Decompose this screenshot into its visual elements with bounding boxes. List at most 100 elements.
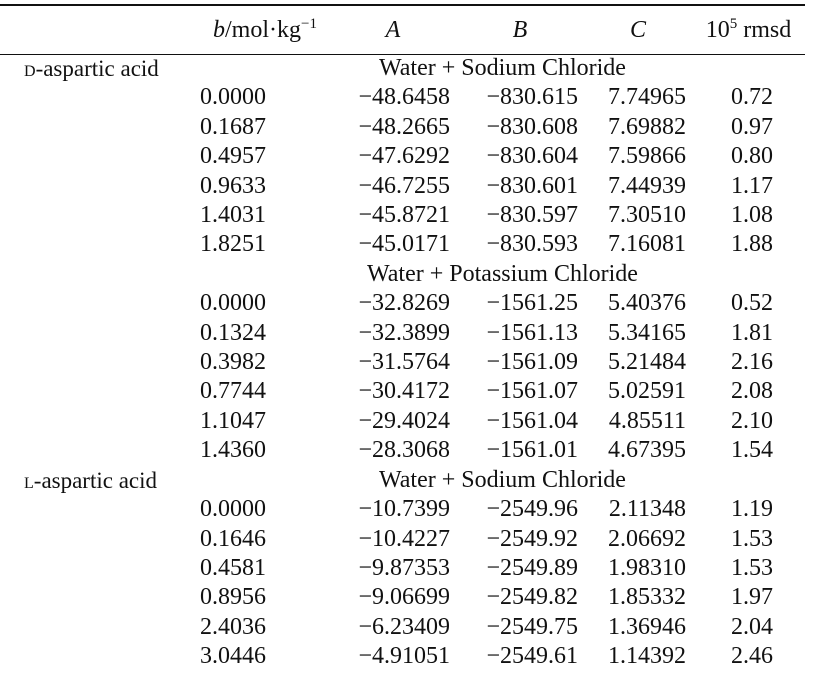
table-row: 1.8251 −45.0171 −830.593 7.16081 1.88	[0, 230, 805, 259]
coeff-b-cell: −1561.09	[486, 349, 578, 376]
top-rule	[0, 4, 805, 6]
coeff-b-cell: −2549.82	[486, 584, 578, 611]
empty-cell	[0, 642, 200, 671]
coeff-a-cell: −6.23409	[358, 613, 450, 640]
coeff-b-cell: −2549.61	[486, 643, 578, 670]
header-rule	[0, 54, 805, 55]
header-b-coeff: B	[512, 17, 528, 43]
table-row: 0.8956 −9.06699 −2549.82 1.85332 1.97	[0, 583, 805, 612]
coeff-a-cell: −32.8269	[358, 290, 450, 317]
system-label: Water + Potassium Chloride	[367, 260, 638, 287]
rmsd-cell: 2.08	[731, 378, 773, 405]
table-row: 0.3982 −31.5764 −1561.09 5.21484 2.16	[0, 348, 805, 377]
coeff-a-cell: −10.7399	[358, 496, 450, 523]
coeff-a-cell: −48.2665	[358, 113, 450, 140]
empty-cell	[0, 113, 200, 142]
rmsd-cell: 1.53	[731, 525, 773, 552]
molality-cell: 1.8251	[200, 231, 266, 258]
empty-cell	[0, 83, 200, 112]
empty-cell	[0, 407, 200, 436]
coeff-b-cell: −1561.01	[486, 437, 578, 464]
header-row: b/mol·kg−1 A B C 105 rmsd	[0, 6, 805, 54]
table-row: 0.4581 −9.87353 −2549.89 1.98310 1.53	[0, 554, 805, 583]
empty-cell	[0, 583, 200, 612]
rmsd-cell: 2.04	[731, 613, 773, 640]
empty-cell	[0, 348, 200, 377]
coeff-c-cell: 7.74965	[608, 84, 686, 111]
empty-cell	[0, 230, 200, 259]
rmsd-cell: 1.88	[731, 231, 773, 258]
table-row: 0.1646 −10.4227 −2549.92 2.06692 1.53	[0, 525, 805, 554]
coeff-b-cell: −2549.92	[486, 525, 578, 552]
rmsd-cell: 0.97	[731, 113, 773, 140]
coeff-c-cell: 1.36946	[608, 613, 686, 640]
system-label: Water + Sodium Chloride	[379, 466, 626, 493]
coeff-c-cell: 7.44939	[608, 172, 686, 199]
coeff-a-cell: −48.6458	[358, 84, 450, 111]
coeff-c-cell: 5.21484	[608, 349, 686, 376]
compound-label: l-aspartic acid	[0, 466, 200, 495]
rmsd-cell: 1.81	[731, 319, 773, 346]
rmsd-cell: 2.46	[731, 643, 773, 670]
rmsd-cell: 0.72	[731, 84, 773, 111]
compound-label: d-aspartic acid	[0, 54, 200, 83]
coeff-a-cell: −31.5764	[358, 349, 450, 376]
molality-cell: 0.4581	[200, 554, 266, 581]
coeff-b-cell: −2549.89	[486, 554, 578, 581]
empty-cell	[0, 142, 200, 171]
rmsd-cell: 2.10	[731, 407, 773, 434]
table-row: 0.4957 −47.6292 −830.604 7.59866 0.80	[0, 142, 805, 171]
coeff-c-cell: 1.98310	[608, 554, 686, 581]
coeff-b-cell: −1561.07	[486, 378, 578, 405]
table-row: 1.1047 −29.4024 −1561.04 4.85511 2.10	[0, 407, 805, 436]
coeff-c-cell: 2.06692	[608, 525, 686, 552]
coeff-c-cell: 5.34165	[608, 319, 686, 346]
empty-cell	[0, 289, 200, 318]
coeff-a-cell: −4.91051	[358, 643, 450, 670]
rmsd-cell: 2.16	[731, 349, 773, 376]
coeff-b-cell: −830.597	[486, 202, 578, 229]
molality-cell: 1.4360	[200, 437, 266, 464]
coeff-c-cell: 2.11348	[608, 496, 686, 523]
coeff-c-cell: 5.02591	[608, 378, 686, 405]
molality-cell: 1.1047	[200, 407, 266, 434]
molality-cell: 0.9633	[200, 172, 266, 199]
coeff-a-cell: −28.3068	[358, 437, 450, 464]
coeff-c-cell: 1.85332	[608, 584, 686, 611]
coeff-a-cell: −30.4172	[358, 378, 450, 405]
coeff-b-cell: −1561.25	[486, 290, 578, 317]
coeff-c-cell: 7.69882	[608, 113, 686, 140]
coeff-a-cell: −29.4024	[358, 407, 450, 434]
molality-cell: 0.0000	[200, 290, 266, 317]
empty-cell	[0, 495, 200, 524]
empty-cell	[0, 319, 200, 348]
coeff-a-cell: −46.7255	[358, 172, 450, 199]
compound-prefix: l	[24, 467, 34, 493]
table-body: d-aspartic acid Water + Sodium Chloride 0.…	[0, 54, 805, 672]
coeff-c-cell: 1.14392	[608, 643, 686, 670]
header-b: b/mol·kg−1	[213, 16, 317, 44]
table-row: 1.4031 −45.8721 −830.597 7.30510 1.08	[0, 201, 805, 230]
coeff-b-cell: −1561.13	[486, 319, 578, 346]
empty-cell	[0, 436, 200, 465]
molality-cell: 0.1324	[200, 319, 266, 346]
rmsd-cell: 1.19	[731, 496, 773, 523]
empty-cell	[0, 554, 200, 583]
molality-cell: 0.7744	[200, 378, 266, 405]
molality-cell: 0.8956	[200, 584, 266, 611]
coeff-c-cell: 4.85511	[608, 407, 686, 434]
table-row: 0.0000 −10.7399 −2549.96 2.11348 1.19	[0, 495, 805, 524]
header-compound	[0, 6, 200, 54]
coeff-a-cell: −32.3899	[358, 319, 450, 346]
coeff-b-cell: −2549.96	[486, 496, 578, 523]
molality-cell: 2.4036	[200, 613, 266, 640]
rmsd-cell: 1.17	[731, 172, 773, 199]
coeff-c-cell: 4.67395	[608, 437, 686, 464]
empty-cell	[0, 613, 200, 642]
rmsd-cell: 0.52	[731, 290, 773, 317]
coeff-c-cell: 7.16081	[608, 231, 686, 258]
molality-cell: 0.0000	[200, 84, 266, 111]
system-label: Water + Sodium Chloride	[379, 55, 626, 81]
compound-cell-empty	[0, 260, 200, 289]
